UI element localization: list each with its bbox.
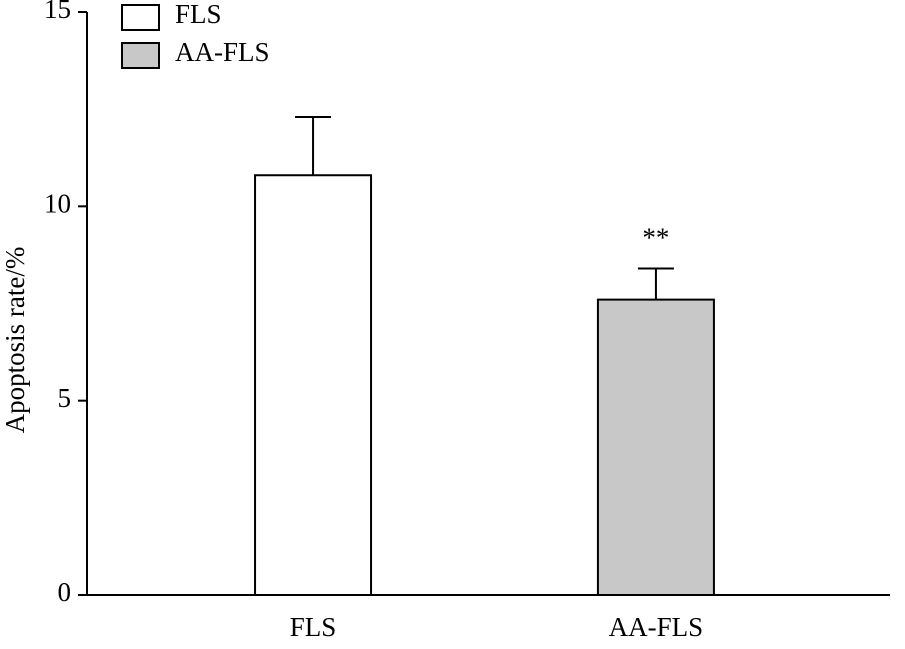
annotation: ** (642, 223, 669, 253)
y-tick-label: 5 (58, 383, 72, 413)
legend-label: FLS (175, 0, 222, 29)
y-tick-label: 10 (44, 189, 71, 219)
y-tick-label: 15 (44, 0, 71, 24)
bar (596, 298, 715, 596)
x-tick-label: AA-FLS (609, 612, 704, 642)
legend-swatch (121, 4, 160, 31)
bar (254, 174, 373, 597)
legend-label: AA-FLS (175, 37, 270, 67)
y-axis-label: Apoptosis rate/% (0, 247, 30, 434)
x-tick-label: FLS (290, 612, 337, 642)
y-tick-label: 0 (58, 577, 72, 607)
legend-swatch (121, 42, 160, 69)
